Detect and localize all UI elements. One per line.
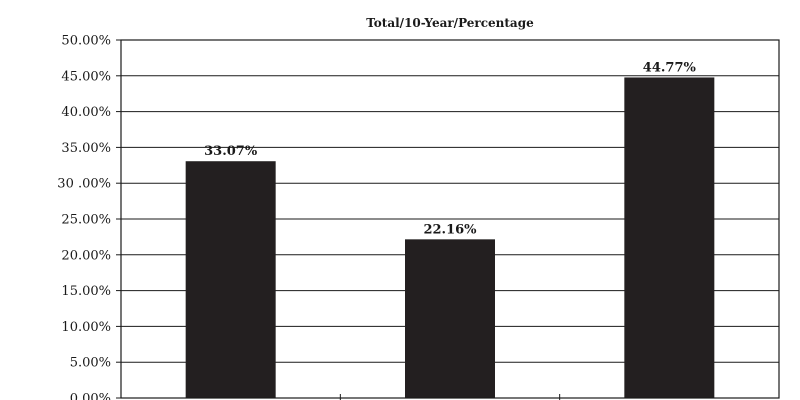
y-tick-label: 10.00% (61, 320, 111, 335)
data-label: 33.07% (204, 144, 258, 159)
y-tick-label: 5.00% (70, 356, 111, 371)
data-label: 22.16% (423, 222, 477, 237)
bar (624, 77, 715, 398)
y-tick-label: 25.00% (61, 213, 111, 228)
chart-title: Total/10-Year/Percentage (366, 16, 534, 30)
y-tick-label: 40.00% (61, 105, 111, 120)
y-tick-label: 15.00% (61, 284, 111, 299)
data-label: 44.77% (643, 60, 697, 75)
y-tick-label: 45.00% (61, 69, 111, 84)
y-axis-tick-labels: 0.00% 5.00% 10.00% 15.00% 20.00% 25.00% 30 .00… (57, 34, 121, 400)
bar (405, 239, 495, 398)
y-tick-label: 30 .00% (57, 177, 111, 192)
y-tick-label: 0.00% (70, 392, 111, 400)
bars (185, 77, 715, 398)
y-tick-label: 50.00% (61, 34, 111, 49)
data-labels: 33.07% 22.16% 44.77% (204, 60, 696, 237)
bar (185, 161, 276, 398)
y-tick-label: 20.00% (61, 248, 111, 263)
plot-frame (120, 39, 780, 399)
y-tick-label: 35.00% (61, 141, 111, 156)
